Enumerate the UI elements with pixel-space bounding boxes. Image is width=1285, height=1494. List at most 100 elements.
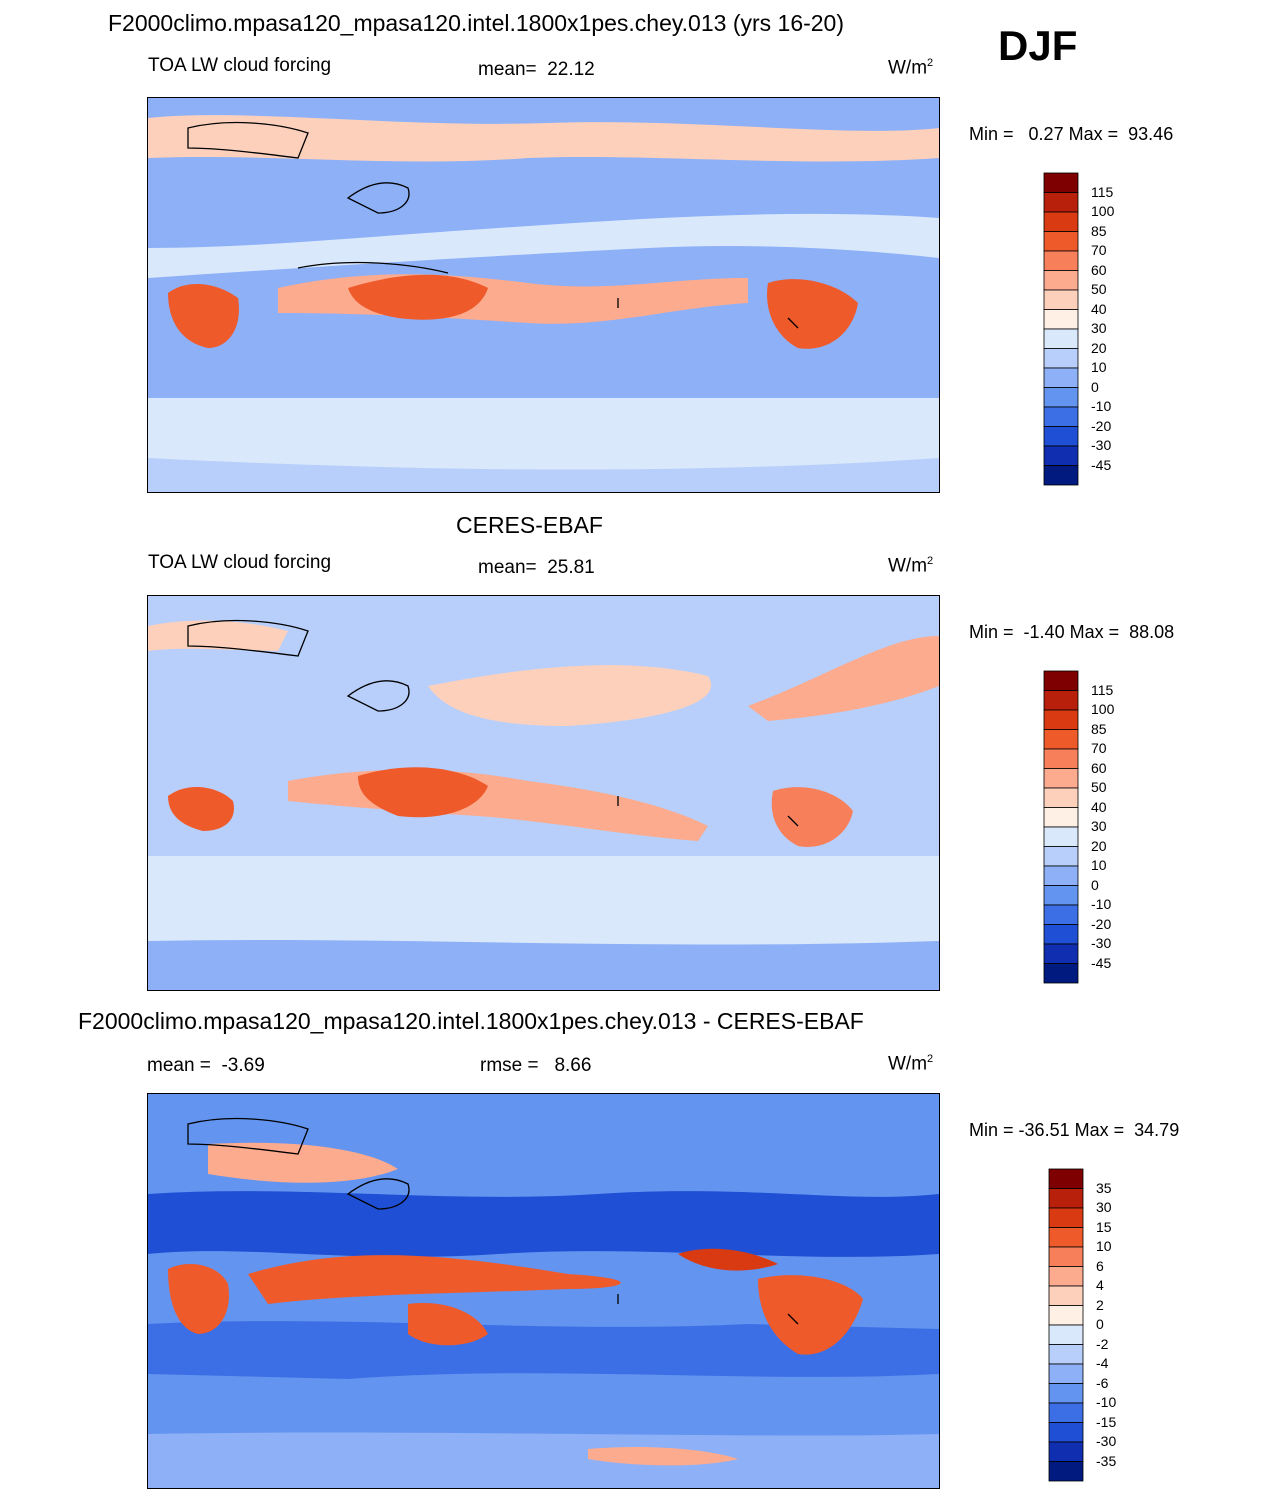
panel1-map	[147, 97, 940, 493]
panel3-africa-pos	[168, 1264, 229, 1334]
colorbar-tick-label: 6	[1096, 1257, 1104, 1274]
colorbar-tick-label: 100	[1091, 701, 1115, 717]
colorbar-swatch	[1048, 1168, 1084, 1189]
colorbar-swatch	[1048, 1383, 1084, 1404]
panel2-units-exp: 2	[927, 555, 934, 567]
panel1-variable: TOA LW cloud forcing	[148, 55, 332, 76]
panel1-mean-value: 22.12	[547, 59, 595, 80]
colorbar-swatch	[1043, 289, 1079, 310]
panel3-subtrop-neg	[148, 1191, 939, 1257]
panel2-variable: TOA LW cloud forcing	[148, 552, 332, 573]
panel2-mean-value: 25.81	[547, 557, 595, 578]
colorbar-swatch	[1048, 1188, 1084, 1209]
panel3-mean-label: mean =	[147, 1055, 211, 1076]
colorbar-tick-label: -15	[1096, 1413, 1117, 1430]
colorbar-swatch	[1043, 709, 1079, 730]
colorbar-tick-label: 100	[1091, 203, 1115, 219]
panel2-natl-storm	[748, 636, 939, 721]
colorbar-tick-label: -20	[1091, 417, 1112, 434]
colorbar-swatch	[1043, 787, 1079, 808]
colorbar-swatch	[1048, 1324, 1084, 1345]
colorbar-swatch	[1048, 1207, 1084, 1228]
colorbar-swatch	[1043, 729, 1079, 750]
panel1-mean: mean= 22.12	[478, 59, 595, 81]
colorbar-swatch	[1043, 231, 1079, 252]
panel1-samerica-core	[767, 279, 858, 349]
colorbar-tick-label: 30	[1091, 320, 1107, 336]
colorbar-swatch	[1043, 445, 1079, 466]
colorbar-swatch	[1043, 670, 1079, 691]
colorbar-swatch	[1043, 250, 1079, 271]
colorbar-swatch	[1043, 904, 1079, 925]
colorbar-swatch	[1043, 826, 1079, 847]
season-label: DJF	[998, 22, 1078, 69]
colorbar-swatch	[1043, 348, 1079, 369]
panel1-min-value: 0.27	[1028, 124, 1064, 144]
panel3-title: F2000climo.mpasa120_mpasa120.intel.1800x…	[78, 1008, 864, 1034]
colorbar-tick-label: 70	[1091, 242, 1107, 258]
colorbar-swatch	[1043, 172, 1079, 193]
panel1-npac-band	[148, 213, 939, 278]
colorbar-tick-label: 0	[1096, 1316, 1104, 1332]
colorbar-swatch	[1043, 387, 1079, 408]
panel2-mean-label: mean=	[478, 557, 537, 578]
colorbar-swatch	[1043, 309, 1079, 330]
colorbar-tick-label: 20	[1091, 339, 1107, 356]
panel2-arctic-band	[148, 620, 288, 651]
colorbar-tick-label: 35	[1096, 1179, 1112, 1196]
colorbar-tick-label: 70	[1091, 740, 1107, 756]
panel1-min-label: Min =	[969, 124, 1014, 144]
panel3-rmse-value: 8.66	[554, 1055, 592, 1076]
colorbar-swatch	[1043, 924, 1079, 945]
panel3-south-neg	[148, 1321, 939, 1379]
colorbar-swatch	[1043, 406, 1079, 427]
panel3-units-exp: 2	[927, 1053, 934, 1065]
panel1-maritime-core	[348, 274, 488, 320]
colorbar-tick-label: 10	[1091, 857, 1107, 873]
colorbar-swatch	[1048, 1461, 1084, 1482]
colorbar-swatch	[1048, 1246, 1084, 1267]
colorbar-swatch	[1043, 865, 1079, 886]
colorbar-swatch	[1043, 270, 1079, 291]
panel2-mean: mean= 25.81	[478, 557, 595, 579]
colorbar-swatch	[1048, 1363, 1084, 1384]
panel3-map	[147, 1093, 940, 1489]
colorbar-svg	[1043, 172, 1079, 486]
colorbar-tick-label: -20	[1091, 915, 1112, 932]
panel2-min-label: Min =	[969, 622, 1014, 642]
panel3-units: W/m2	[888, 1053, 933, 1075]
colorbar-tick-label: 30	[1096, 1199, 1112, 1215]
colorbar-svg	[1043, 670, 1079, 984]
colorbar-tick-label: 10	[1091, 359, 1107, 375]
colorbar-tick-label: -30	[1091, 437, 1112, 453]
panel2-min-value: -1.40	[1023, 622, 1065, 642]
panel2-max-label: Max =	[1069, 622, 1120, 642]
colorbar-swatch	[1043, 192, 1079, 213]
colorbar-swatch	[1048, 1227, 1084, 1248]
colorbar-tick-label: -4	[1096, 1355, 1109, 1371]
colorbar-tick-label: -10	[1091, 398, 1112, 414]
panel3-max-value: 34.79	[1134, 1120, 1180, 1140]
colorbar-swatch	[1043, 465, 1079, 486]
colorbar-tick-label: 85	[1091, 222, 1107, 239]
colorbar-svg	[1048, 1168, 1084, 1482]
panel2-maritime-core	[358, 767, 488, 818]
panel3-samerica-pos	[758, 1275, 863, 1355]
colorbar-tick-label: 20	[1091, 837, 1107, 854]
panel3-tropical-pos	[248, 1255, 621, 1304]
colorbar-tick-label: -2	[1096, 1335, 1109, 1352]
panel3-rmse: rmse = 8.66	[480, 1055, 591, 1077]
colorbar-tick-label: -35	[1096, 1452, 1117, 1469]
colorbar-tick-label: 2	[1096, 1296, 1104, 1313]
panel1-units: W/m2	[888, 57, 933, 79]
panel1-africa-core	[168, 283, 239, 348]
colorbar-swatch	[1043, 748, 1079, 769]
colorbar-tick-label: -45	[1091, 954, 1112, 971]
panel3-max-label: Max =	[1074, 1120, 1125, 1140]
colorbar-swatch	[1043, 211, 1079, 232]
colorbar-tick-label: 115	[1091, 183, 1114, 200]
colorbar-swatch	[1048, 1266, 1084, 1287]
colorbar-tick-label: 0	[1091, 378, 1099, 395]
colorbar-swatch	[1048, 1422, 1084, 1443]
colorbar-swatch	[1043, 963, 1079, 984]
